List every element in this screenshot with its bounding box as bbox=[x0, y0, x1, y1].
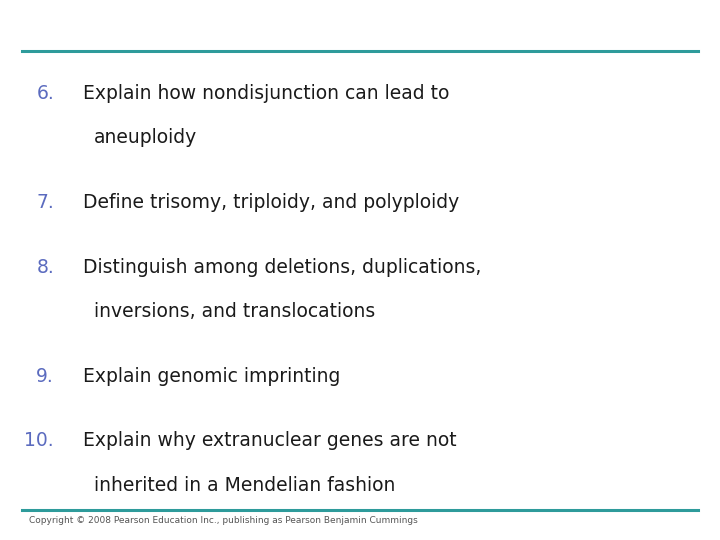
Text: aneuploidy: aneuploidy bbox=[94, 128, 197, 147]
Text: 8.: 8. bbox=[36, 258, 54, 276]
Text: Distinguish among deletions, duplications,: Distinguish among deletions, duplication… bbox=[83, 258, 481, 276]
Text: 10.: 10. bbox=[24, 431, 54, 450]
Text: inversions, and translocations: inversions, and translocations bbox=[94, 302, 375, 321]
Text: Explain how nondisjunction can lead to: Explain how nondisjunction can lead to bbox=[83, 84, 449, 103]
Text: 9.: 9. bbox=[36, 367, 54, 386]
Text: Explain why extranuclear genes are not: Explain why extranuclear genes are not bbox=[83, 431, 456, 450]
Text: 7.: 7. bbox=[36, 193, 54, 212]
Text: inherited in a Mendelian fashion: inherited in a Mendelian fashion bbox=[94, 476, 395, 495]
Text: 6.: 6. bbox=[36, 84, 54, 103]
Text: Explain genomic imprinting: Explain genomic imprinting bbox=[83, 367, 340, 386]
Text: Define trisomy, triploidy, and polyploidy: Define trisomy, triploidy, and polyploid… bbox=[83, 193, 459, 212]
Text: Copyright © 2008 Pearson Education Inc., publishing as Pearson Benjamin Cummings: Copyright © 2008 Pearson Education Inc.,… bbox=[29, 516, 418, 525]
